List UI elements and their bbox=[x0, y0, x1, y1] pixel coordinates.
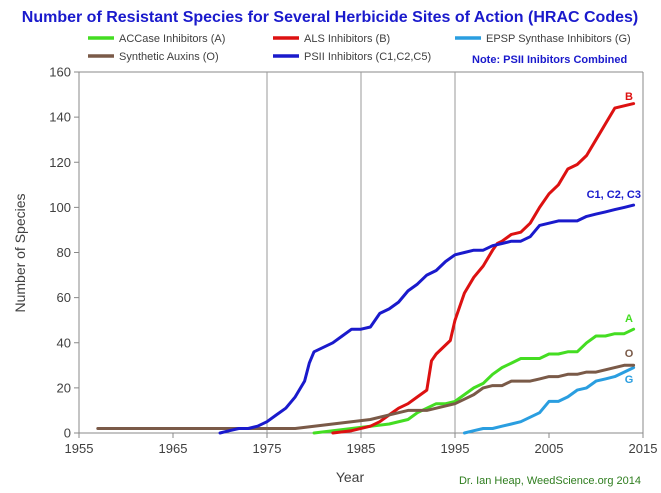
y-tick-label-120: 120 bbox=[49, 155, 71, 170]
x-gridlines bbox=[266, 72, 456, 433]
y-axis-label: Number of Species bbox=[12, 193, 28, 312]
y-tick-label-0: 0 bbox=[64, 426, 71, 441]
y-tick-label-140: 140 bbox=[49, 110, 71, 125]
legend-entry-g: EPSP Synthase Inhibitors (G) bbox=[486, 33, 631, 45]
series-line-c1-c2-c3 bbox=[218, 203, 636, 435]
y-tick-label-100: 100 bbox=[49, 200, 71, 215]
legend-entry-a: ACCase Inhibitors (A) bbox=[119, 33, 225, 45]
chart-title: Number of Resistant Species for Several … bbox=[22, 9, 638, 26]
legend: ACCase Inhibitors (A) ALS Inhibitors (B) E… bbox=[88, 33, 631, 63]
series-line-b bbox=[331, 102, 636, 435]
legend-note: Note: PSII Inibitors Combined bbox=[472, 54, 627, 66]
x-tick-label-2015: 2015 bbox=[629, 441, 658, 456]
credit-text: Dr. Ian Heap, WeedScience.org 2014 bbox=[459, 475, 641, 487]
end-label-c1-c2-c3: C1, C2, C3 bbox=[587, 189, 641, 201]
end-label-b: B bbox=[625, 91, 633, 103]
y-ticks: 0 20 40 60 80 100 120 140 160 bbox=[49, 65, 79, 441]
series-lines bbox=[96, 102, 636, 435]
end-label-g: G bbox=[625, 374, 634, 386]
x-tick-label-2005: 2005 bbox=[535, 441, 564, 456]
y-tick-label-40: 40 bbox=[57, 335, 71, 350]
series-line-o bbox=[96, 363, 636, 430]
legend-entry-c1-c2-c3: PSII Inhibitors (C1,C2,C5) bbox=[304, 51, 431, 63]
y-tick-label-20: 20 bbox=[57, 380, 71, 395]
y-tick-label-60: 60 bbox=[57, 290, 71, 305]
x-tick-label-1955: 1955 bbox=[65, 441, 94, 456]
series-line-g bbox=[462, 366, 636, 435]
x-tick-label-1985: 1985 bbox=[347, 441, 376, 456]
legend-entry-b: ALS Inhibitors (B) bbox=[304, 33, 390, 45]
legend-entry-o: Synthetic Auxins (O) bbox=[119, 51, 219, 63]
end-label-a: A bbox=[625, 313, 633, 325]
x-tick-label-1995: 1995 bbox=[441, 441, 470, 456]
series-end-labels: A B G O C1, C2, C3 bbox=[587, 91, 641, 386]
series-line-a bbox=[312, 327, 636, 435]
y-tick-label-80: 80 bbox=[57, 245, 71, 260]
x-axis-label: Year bbox=[336, 469, 365, 485]
x-tick-label-1975: 1975 bbox=[253, 441, 282, 456]
x-ticks: 1955 1965 1975 1985 1995 2005 2015 bbox=[65, 433, 658, 456]
end-label-o: O bbox=[625, 348, 634, 360]
x-tick-label-1965: 1965 bbox=[159, 441, 188, 456]
y-tick-label-160: 160 bbox=[49, 65, 71, 80]
